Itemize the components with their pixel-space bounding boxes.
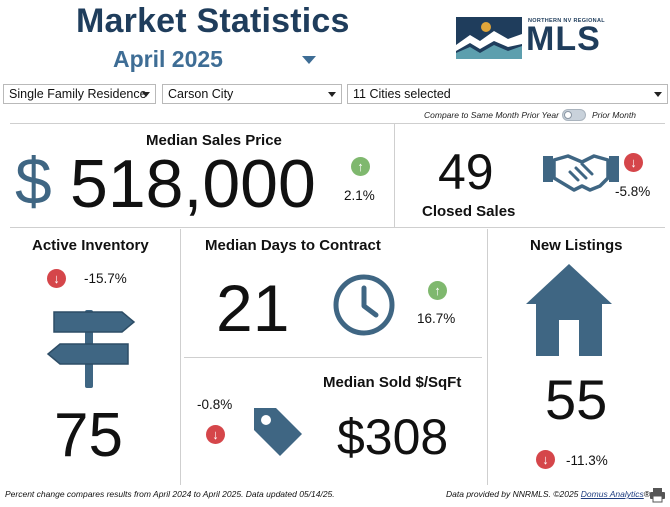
signpost-icon [46,310,136,388]
median-days-change: 16.7% [417,311,456,326]
arrow-down-icon: ↓ [536,450,555,469]
mls-logo [456,17,522,59]
domus-analytics-link[interactable]: Domus Analytics [580,489,644,499]
handshake-icon [543,154,619,192]
dollar-icon: $ [15,144,52,218]
arrow-down-icon: ↓ [624,153,643,172]
property-type-value: Single Family Residence [9,87,147,101]
new-listings-change: -11.3% [566,453,608,468]
arrow-up-icon: ↑ [428,281,447,300]
median-days-value: 21 [216,271,290,345]
chevron-down-icon [654,92,662,97]
registered-mark: ® [643,489,651,499]
divider [394,123,395,227]
median-sales-price-value: 518,000 [70,146,316,222]
median-sales-price-change: 2.1% [344,188,375,203]
chevron-down-icon[interactable] [302,56,316,64]
footer-note: Percent change compares results from Apr… [5,489,335,499]
cities-multiselect[interactable]: 11 Cities selected [347,84,668,104]
price-tag-icon [254,408,302,456]
median-sqft-change: -0.8% [197,397,233,412]
attribution-text: Data provided by NNRMLS. ©2025 [446,489,581,499]
active-inventory-label: Active Inventory [32,237,149,254]
active-inventory-value: 75 [54,401,123,470]
cities-selected-value: 11 Cities selected [353,87,451,101]
month-selector[interactable]: April 2025 [113,46,223,72]
divider [184,357,482,358]
property-type-dropdown[interactable]: Single Family Residence [3,84,156,104]
median-sqft-label: Median Sold $/SqFt [323,374,462,391]
city-value: Carson City [168,87,234,101]
arrow-down-icon: ↓ [47,269,66,288]
closed-sales-label: Closed Sales [422,203,516,220]
new-listings-label: New Listings [530,237,623,254]
divider [10,123,665,124]
toggle-knob [564,111,572,119]
logo-region-text: NORTHERN NV REGIONAL [528,18,605,24]
print-icon[interactable] [649,487,666,503]
active-inventory-change: -15.7% [84,271,127,286]
divider [487,229,488,485]
chevron-down-icon [142,92,150,97]
closed-sales-change: -5.8% [615,184,651,199]
logo-mls-text: MLS [526,20,601,58]
page-title: Market Statistics [76,2,350,40]
house-icon [526,264,612,356]
compare-prior-month-label: Prior Month [592,110,636,120]
new-listings-value: 55 [545,368,608,431]
clock-icon [333,274,395,336]
median-sales-price-label: Median Sales Price [146,132,282,149]
arrow-up-icon: ↑ [351,157,370,176]
chevron-down-icon [328,92,336,97]
compare-same-month-label: Compare to Same Month Prior Year [424,110,559,120]
city-dropdown[interactable]: Carson City [162,84,342,104]
divider [10,227,665,228]
divider [180,229,181,485]
arrow-down-icon: ↓ [206,425,225,444]
median-days-label: Median Days to Contract [205,237,381,254]
footer-attribution: Data provided by NNRMLS. ©2025 Domus Ana… [446,489,650,499]
median-sqft-value: $308 [337,409,449,465]
closed-sales-value: 49 [438,144,494,200]
compare-toggle[interactable] [562,109,586,121]
